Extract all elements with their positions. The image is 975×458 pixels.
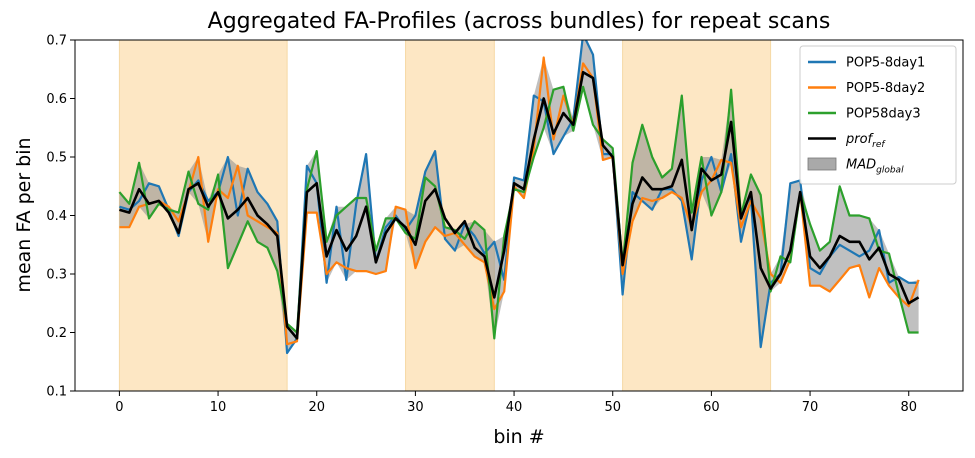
x-tick-label-40: 40	[506, 400, 523, 415]
x-tick-label-30: 30	[407, 400, 424, 415]
x-tick-label-0: 0	[115, 400, 123, 415]
x-tick-label-60: 60	[703, 400, 720, 415]
x-tick-label-20: 20	[308, 400, 325, 415]
y-tick-label-0.2: 0.2	[46, 326, 67, 341]
y-tick-label-0.6: 0.6	[46, 92, 67, 107]
legend-label-1: POP5-8day1	[846, 56, 925, 71]
y-axis-title: mean FA per bin	[13, 137, 35, 292]
legend-label-4: profref	[845, 132, 886, 150]
chart-title: Aggregated FA-Profiles (across bundles) …	[208, 9, 831, 34]
series-line-2	[119, 56, 920, 346]
legend: POP5-8day1 POP5-8day2 POP58day3 profref MADg…	[799, 45, 957, 185]
y-tick-label-0.5: 0.5	[46, 151, 67, 166]
legend-patch-5	[807, 157, 837, 171]
x-tick-label-10: 10	[210, 400, 227, 415]
legend-label-5: MADglobal	[846, 158, 904, 176]
legend-label-2: POP5-8day2	[846, 81, 925, 96]
x-tick-label-80: 80	[900, 400, 917, 415]
x-tick-label-70: 70	[802, 400, 819, 415]
x-axis-title: bin #	[493, 426, 544, 448]
legend-label-3: POP58day3	[846, 107, 921, 122]
series-line-4	[119, 70, 920, 340]
legend-box	[799, 45, 957, 185]
x-tick-label-50: 50	[604, 400, 621, 415]
y-tick-label-0.4: 0.4	[46, 209, 67, 224]
plot-area: 0 10 20 30 40 50 60 70 80 0.1 0.2 0.3 0.4 0.5 0.6 0.7	[46, 34, 964, 415]
y-tick-label-0.1: 0.1	[46, 385, 67, 400]
y-tick-label-0.7: 0.7	[46, 34, 67, 49]
y-tick-label-0.3: 0.3	[46, 268, 67, 283]
mad-global-band	[119, 40, 919, 353]
series-line-1	[119, 40, 919, 355]
